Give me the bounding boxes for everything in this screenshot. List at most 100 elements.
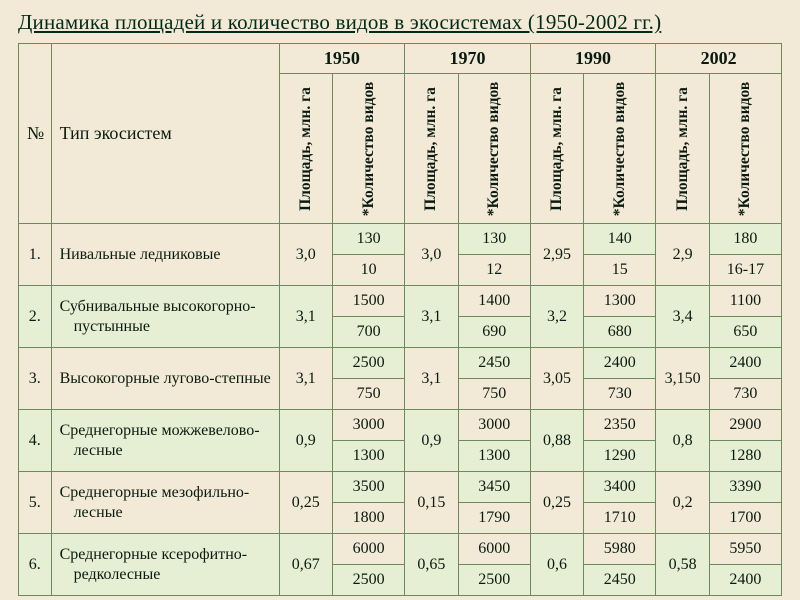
area-cell: 3,0 — [279, 224, 333, 286]
species-top-cell: 2500 — [333, 348, 405, 379]
species-bottom-cell: 690 — [458, 317, 530, 348]
area-cell: 3,05 — [530, 348, 584, 410]
species-top-cell: 3000 — [458, 410, 530, 441]
species-top-cell: 3000 — [333, 410, 405, 441]
row-number: 4. — [19, 410, 52, 472]
species-bottom-cell: 2500 — [458, 565, 530, 596]
species-bottom-cell: 2500 — [333, 565, 405, 596]
species-bottom-cell: 680 — [584, 317, 656, 348]
area-cell: 3,0 — [405, 224, 459, 286]
species-bottom-cell: 750 — [458, 379, 530, 410]
col-year-1950: 1950 — [279, 44, 405, 74]
area-cell: 3,1 — [279, 348, 333, 410]
species-top-cell: 5950 — [709, 534, 781, 565]
sub-area-1990: Площадь, млн. га — [530, 74, 584, 224]
area-cell: 3,1 — [405, 348, 459, 410]
area-cell: 0,65 — [405, 534, 459, 596]
row-number: 1. — [19, 224, 52, 286]
species-bottom-cell: 730 — [584, 379, 656, 410]
sub-species-1970: *Количество видов — [458, 74, 530, 224]
species-top-cell: 5980 — [584, 534, 656, 565]
species-top-cell: 2900 — [709, 410, 781, 441]
area-cell: 0,25 — [279, 472, 333, 534]
area-cell: 3,4 — [656, 286, 710, 348]
species-bottom-cell: 1710 — [584, 503, 656, 534]
species-bottom-cell: 2450 — [584, 565, 656, 596]
area-cell: 0,2 — [656, 472, 710, 534]
area-cell: 0,6 — [530, 534, 584, 596]
species-top-cell: 1100 — [709, 286, 781, 317]
area-cell: 3,1 — [279, 286, 333, 348]
sub-species-1950: *Количество видов — [333, 74, 405, 224]
species-top-cell: 1500 — [333, 286, 405, 317]
species-bottom-cell: 15 — [584, 255, 656, 286]
area-cell: 0,67 — [279, 534, 333, 596]
ecosystem-table: № Тип экосистем 1950 1970 1990 2002 Площ… — [18, 43, 782, 596]
species-top-cell: 1300 — [584, 286, 656, 317]
col-number: № — [19, 44, 52, 224]
row-name: Среднегорные можжевелово-лесные — [51, 410, 279, 472]
species-top-cell: 6000 — [333, 534, 405, 565]
species-top-cell: 6000 — [458, 534, 530, 565]
species-top-cell: 180 — [709, 224, 781, 255]
species-top-cell: 130 — [458, 224, 530, 255]
sub-species-2002: *Количество видов — [709, 74, 781, 224]
row-name: Среднегорные ксерофитно-редколесные — [51, 534, 279, 596]
species-bottom-cell: 1790 — [458, 503, 530, 534]
row-number: 3. — [19, 348, 52, 410]
row-name: Субнивальные высокогорно-пустынные — [51, 286, 279, 348]
species-top-cell: 2350 — [584, 410, 656, 441]
species-top-cell: 130 — [333, 224, 405, 255]
species-top-cell: 140 — [584, 224, 656, 255]
area-cell: 0,9 — [405, 410, 459, 472]
species-top-cell: 1400 — [458, 286, 530, 317]
area-cell: 0,25 — [530, 472, 584, 534]
species-bottom-cell: 1800 — [333, 503, 405, 534]
area-cell: 3,150 — [656, 348, 710, 410]
species-bottom-cell: 1280 — [709, 441, 781, 472]
species-bottom-cell: 1300 — [333, 441, 405, 472]
area-cell: 0,88 — [530, 410, 584, 472]
species-bottom-cell: 650 — [709, 317, 781, 348]
species-bottom-cell: 700 — [333, 317, 405, 348]
species-top-cell: 3400 — [584, 472, 656, 503]
row-name: Нивальные ледниковые — [51, 224, 279, 286]
species-bottom-cell: 2400 — [709, 565, 781, 596]
species-bottom-cell: 1700 — [709, 503, 781, 534]
col-year-2002: 2002 — [656, 44, 782, 74]
area-cell: 0,8 — [656, 410, 710, 472]
species-top-cell: 3450 — [458, 472, 530, 503]
page-title: Динамика площадей и количество видов в э… — [18, 10, 782, 35]
sub-area-1950: Площадь, млн. га — [279, 74, 333, 224]
area-cell: 2,95 — [530, 224, 584, 286]
species-bottom-cell: 1300 — [458, 441, 530, 472]
area-cell: 0,58 — [656, 534, 710, 596]
row-number: 5. — [19, 472, 52, 534]
species-top-cell: 3500 — [333, 472, 405, 503]
species-bottom-cell: 10 — [333, 255, 405, 286]
sub-area-1970: Площадь, млн. га — [405, 74, 459, 224]
sub-area-2002: Площадь, млн. га — [656, 74, 710, 224]
species-bottom-cell: 16-17 — [709, 255, 781, 286]
sub-species-1990: *Количество видов — [584, 74, 656, 224]
row-name: Высокогорные лугово-степные — [51, 348, 279, 410]
area-cell: 0,15 — [405, 472, 459, 534]
species-bottom-cell: 750 — [333, 379, 405, 410]
species-bottom-cell: 12 — [458, 255, 530, 286]
area-cell: 0,9 — [279, 410, 333, 472]
species-top-cell: 2400 — [584, 348, 656, 379]
area-cell: 3,2 — [530, 286, 584, 348]
col-year-1970: 1970 — [405, 44, 531, 74]
species-top-cell: 2450 — [458, 348, 530, 379]
area-cell: 3,1 — [405, 286, 459, 348]
area-cell: 2,9 — [656, 224, 710, 286]
col-name: Тип экосистем — [51, 44, 279, 224]
species-top-cell: 2400 — [709, 348, 781, 379]
row-number: 2. — [19, 286, 52, 348]
species-top-cell: 3390 — [709, 472, 781, 503]
row-number: 6. — [19, 534, 52, 596]
species-bottom-cell: 1290 — [584, 441, 656, 472]
col-year-1990: 1990 — [530, 44, 656, 74]
row-name: Среднегорные мезофильно-лесные — [51, 472, 279, 534]
species-bottom-cell: 730 — [709, 379, 781, 410]
